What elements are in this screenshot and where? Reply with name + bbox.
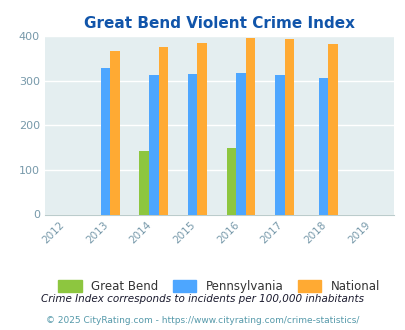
Bar: [284, 39, 294, 214]
Bar: [275, 75, 284, 214]
Bar: [158, 47, 168, 214]
Bar: [100, 68, 110, 215]
Text: Crime Index corresponds to incidents per 100,000 inhabitants: Crime Index corresponds to incidents per…: [41, 294, 364, 304]
Legend: Great Bend, Pennsylvania, National: Great Bend, Pennsylvania, National: [52, 274, 385, 299]
Bar: [236, 73, 245, 214]
Bar: [197, 44, 207, 214]
Bar: [188, 74, 197, 215]
Text: © 2025 CityRating.com - https://www.cityrating.com/crime-statistics/: © 2025 CityRating.com - https://www.city…: [46, 316, 359, 325]
Bar: [226, 148, 236, 214]
Bar: [139, 151, 149, 214]
Bar: [245, 38, 255, 215]
Bar: [110, 50, 119, 214]
Bar: [328, 44, 337, 214]
Bar: [318, 78, 328, 214]
Bar: [149, 75, 158, 214]
Title: Great Bend Violent Crime Index: Great Bend Violent Crime Index: [83, 16, 354, 31]
